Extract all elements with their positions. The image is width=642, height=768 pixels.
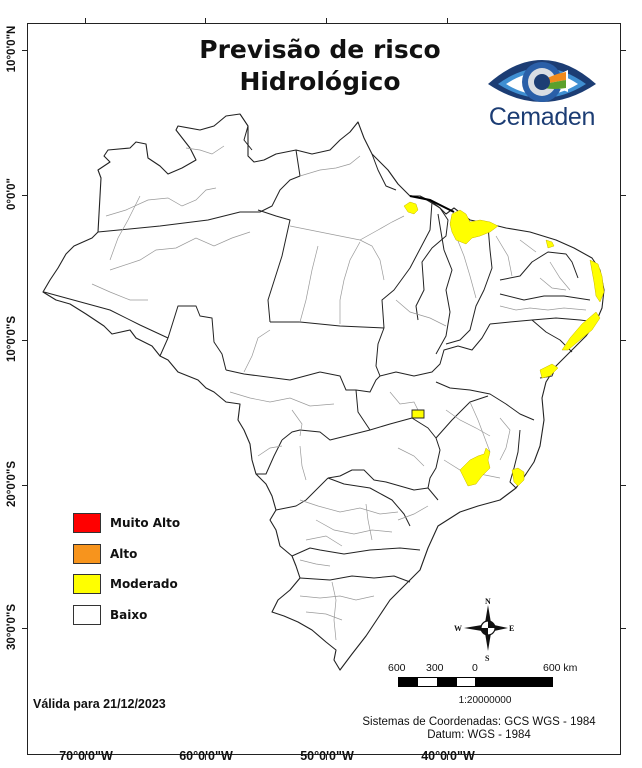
bottom-tick — [326, 755, 327, 760]
legend-label: Baixo — [110, 607, 148, 622]
coordinate-system-line: Sistemas de Coordenadas: GCS WGS - 1984 — [362, 716, 596, 728]
north-arrow-compass-icon: N S W E — [454, 597, 514, 663]
risk-area-maranhao — [449, 209, 499, 245]
lon-label-40w: 40°0'0"W — [421, 749, 475, 763]
lat-label-20s: 20°0'0"S — [6, 460, 18, 508]
scale-label-0: 0 — [472, 662, 478, 674]
right-tick — [621, 50, 626, 51]
svg-text:S: S — [485, 654, 490, 663]
svg-text:W: W — [454, 624, 462, 633]
bottom-tick — [205, 755, 206, 760]
risk-area-amapa — [403, 201, 419, 215]
lat-label-0: 0°0'0" — [6, 178, 18, 210]
top-tick — [85, 18, 86, 23]
risk-area-east-coast-1 — [589, 259, 605, 303]
risk-area-espirito-santo — [511, 467, 525, 487]
title-line-2: Hidrológico — [239, 67, 401, 96]
lat-label-10n: 10°0'0"N — [6, 25, 18, 73]
right-tick — [621, 485, 626, 486]
left-tick — [22, 195, 27, 196]
datum-line: Datum: WGS - 1984 — [427, 729, 531, 741]
risk-area-east-coast-2 — [561, 311, 601, 351]
lat-label-10s: 10°0'0"S — [6, 315, 18, 363]
legend-item-alto: Alto — [73, 539, 180, 570]
legend-item-baixo: Baixo — [73, 600, 180, 631]
left-tick — [22, 485, 27, 486]
scale-ratio: 1:20000000 — [458, 695, 512, 706]
risk-area-minas — [459, 447, 491, 487]
scale-label-300: 300 — [426, 662, 444, 674]
left-tick — [22, 340, 27, 341]
right-tick — [621, 340, 626, 341]
legend-label: Muito Alto — [110, 516, 181, 531]
legend-swatch-red — [73, 513, 101, 534]
risk-area-goias — [411, 409, 425, 419]
legend-swatch-orange — [73, 543, 101, 564]
valid-date: Válida para 21/12/2023 — [33, 697, 166, 711]
lon-label-70w: 70°0'0"W — [59, 749, 113, 763]
legend-label: Alto — [110, 546, 138, 561]
right-tick — [621, 628, 626, 629]
lon-label-50w: 50°0'0"W — [300, 749, 354, 763]
scale-labels: 600 300 0 600 km — [380, 662, 620, 676]
logo-text: Cemaden — [488, 103, 596, 131]
legend-item-moderado: Moderado — [73, 569, 180, 600]
scale-bar — [398, 677, 553, 687]
coordinate-system: Sistemas de Coordenadas: GCS WGS - 1984 … — [340, 716, 618, 742]
left-tick — [22, 50, 27, 51]
risk-area-sergipe — [539, 363, 559, 379]
legend-item-muito-alto: Muito Alto — [73, 508, 180, 539]
right-tick — [621, 195, 626, 196]
svg-text:E: E — [509, 624, 514, 633]
title-line-1: Previsão de risco — [199, 35, 441, 64]
left-tick — [22, 628, 27, 629]
map-title: Previsão de risco Hidrológico — [150, 34, 490, 98]
map-frame — [27, 23, 621, 755]
svg-text:N: N — [485, 597, 491, 606]
top-tick — [326, 18, 327, 23]
top-tick — [447, 18, 448, 23]
bottom-tick — [447, 755, 448, 760]
brazil-map — [42, 113, 605, 671]
scale-label-600km: 600 km — [543, 662, 578, 674]
cemaden-logo-icon — [488, 60, 596, 102]
legend-label: Moderado — [110, 577, 178, 592]
legend-swatch-yellow — [73, 574, 101, 595]
brazil-outline — [42, 113, 605, 671]
bottom-tick — [85, 755, 86, 760]
lat-label-30s: 30°0'0"S — [6, 603, 18, 651]
legend-swatch-white — [73, 604, 101, 625]
scale-label-600: 600 — [388, 662, 406, 674]
legend: Muito Alto Alto Moderado Baixo — [73, 508, 180, 630]
lon-label-60w: 60°0'0"W — [179, 749, 233, 763]
top-tick — [205, 18, 206, 23]
risk-area-rn — [545, 239, 555, 249]
